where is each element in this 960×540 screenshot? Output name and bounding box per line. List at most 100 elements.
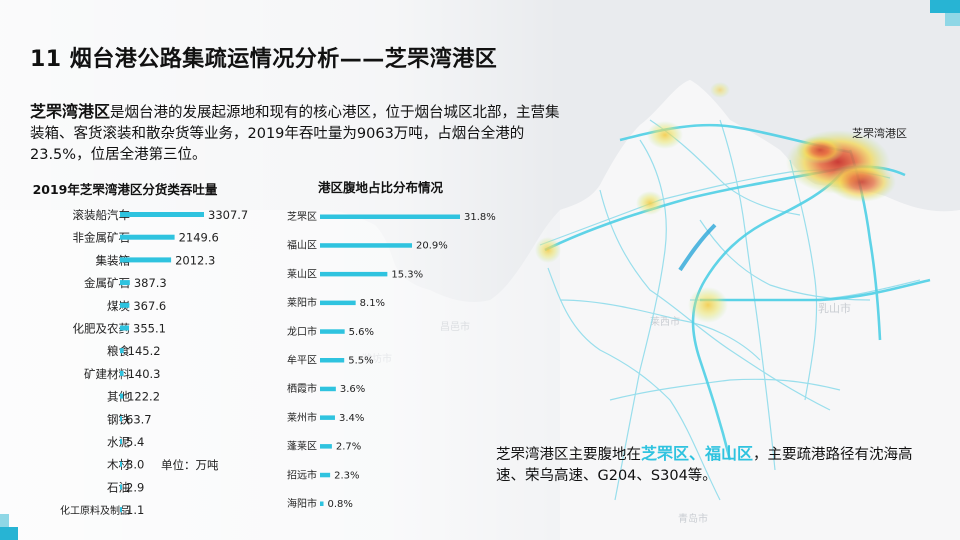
summary-text: ，主要疏港路径有沈海高速、荣乌高速、G204、S304等。 [496,447,913,484]
bar [120,370,124,376]
bar-value-label: 3.0 [126,458,144,472]
bar-category-label: 化肥及农药 [73,322,131,336]
bar-category-label: 钢铁 [107,412,130,426]
bar [320,214,460,219]
chart-title: 港区腹地占比分布情况 [318,180,444,195]
bar [120,257,172,263]
map-place-label: 莱西市 [650,315,680,328]
bar-category-label: 集装箱 [96,253,131,267]
summary-text: 芝罘湾港区主要腹地在 [496,447,641,463]
corner-decoration [0,514,9,527]
bar-category-label: 莱阳市 [287,296,317,309]
bar-category-label: 海阳市 [287,497,317,510]
bar-category-label: 矿建材料 [84,367,130,381]
bar-category-label: 福山区 [287,239,317,252]
bar [120,325,130,331]
unit-note: 单位：万吨 [161,458,219,472]
corner-decoration [930,0,960,13]
bar-category-label: 栖霞市 [287,382,317,395]
bar-value-label: 1.1 [126,503,144,517]
bar-category-label: 芝罘区 [287,210,317,223]
bar [120,507,122,513]
bar-value-label: 2149.6 [179,231,219,245]
chart-title: 2019年芝罘湾港区分货类吞吐量 [33,182,218,197]
bar-category-label: 石油 [107,480,130,494]
content-backdrop [0,0,560,540]
bar-value-label: 5.4 [126,435,144,449]
bar-category-label: 木材 [107,458,130,472]
bar-value-label: 145.2 [128,344,161,358]
bar [120,348,124,354]
bar [320,243,413,248]
bar-value-label: 122.2 [127,390,160,404]
bar-value-label: 3.6% [340,384,365,395]
bar [120,302,130,308]
bar-category-label: 金属矿石 [84,276,130,290]
bar-category-label: 化工原料及制品 [60,504,130,517]
intro-paragraph: 芝罘湾港区是烟台港的发展起源地和现有的核心港区，位于烟台城区北部，主营集装箱、客… [30,101,560,166]
bar [120,280,130,286]
bar-value-label: 387.3 [134,276,167,290]
bar [120,393,124,399]
bar-category-label: 水泥 [107,435,130,449]
bar [120,484,122,490]
bar-value-label: 367.6 [133,299,166,313]
map-place-label: 乳山市 [818,301,851,315]
bar [120,439,122,444]
bar-value-label: 140.3 [128,367,161,381]
summary-accent-district: 芝罘区 [641,444,690,463]
bar-value-label: 63.7 [126,412,152,426]
bar-value-label: 8.1% [360,298,385,309]
bar [320,329,345,334]
bar [120,416,122,422]
bar [320,358,345,363]
bar [320,300,356,306]
bar-category-label: 非金属矿石 [73,231,131,245]
bar-category-label: 龙口市 [287,325,317,338]
bar-value-label: 2.3% [334,470,359,481]
bar [320,444,332,449]
bar-category-label: 蓬莱区 [287,441,317,453]
summary-paragraph: 芝罘湾港区主要腹地在芝罘区、福山区，主要疏港路径有沈海高速、荣乌高速、G204、… [496,443,936,487]
bar-value-label: 20.9% [416,241,448,252]
bar-value-label: 2012.3 [175,253,215,267]
bar-category-label: 牟平区 [287,354,317,367]
page-title: 11 烟台港公路集疏运情况分析——芝罘湾港区 [30,47,498,72]
bar-category-label: 粮食 [107,344,130,358]
port-map-label: 芝罘湾港区 [852,127,907,140]
bar-category-label: 滚装船汽车 [73,208,131,222]
bar [120,234,175,240]
intro-text: 是烟台港的发展起源地和现有的核心港区，位于烟台城区北部，主营集装箱、客货滚装和散… [30,105,560,163]
bar [320,271,388,277]
bar-value-label: 0.8% [328,499,353,510]
bar-value-label: 3307.7 [208,208,248,222]
bar-value-label: 2.7% [336,442,361,453]
corner-decoration [0,527,18,540]
bar-category-label: 其他 [107,390,130,404]
bar-value-label: 5.5% [348,356,373,367]
bar-category-label: 煤炭 [107,299,130,313]
bar-category-label: 招远市 [287,468,317,481]
bar-category-label: 莱州市 [287,411,317,424]
bar [120,461,122,467]
bar [320,501,324,506]
bar [320,472,331,478]
map-place-label: 青岛市 [678,512,708,525]
intro-highlight: 芝罘湾港区 [30,102,111,121]
summary-accent-district: 福山区 [705,444,754,463]
bar [320,415,335,420]
bar-value-label: 355.1 [133,322,166,336]
bar-value-label: 15.3% [391,269,423,280]
bar [120,212,204,217]
bar-category-label: 莱山区 [287,268,317,280]
bar-value-label: 5.6% [349,327,374,338]
bar-value-label: 31.8% [464,212,496,223]
bar [320,386,336,392]
summary-separator: 、 [689,444,706,463]
bar-value-label: 3.4% [339,413,364,424]
corner-decoration [945,13,960,26]
bar-value-label: 2.9 [126,480,144,494]
